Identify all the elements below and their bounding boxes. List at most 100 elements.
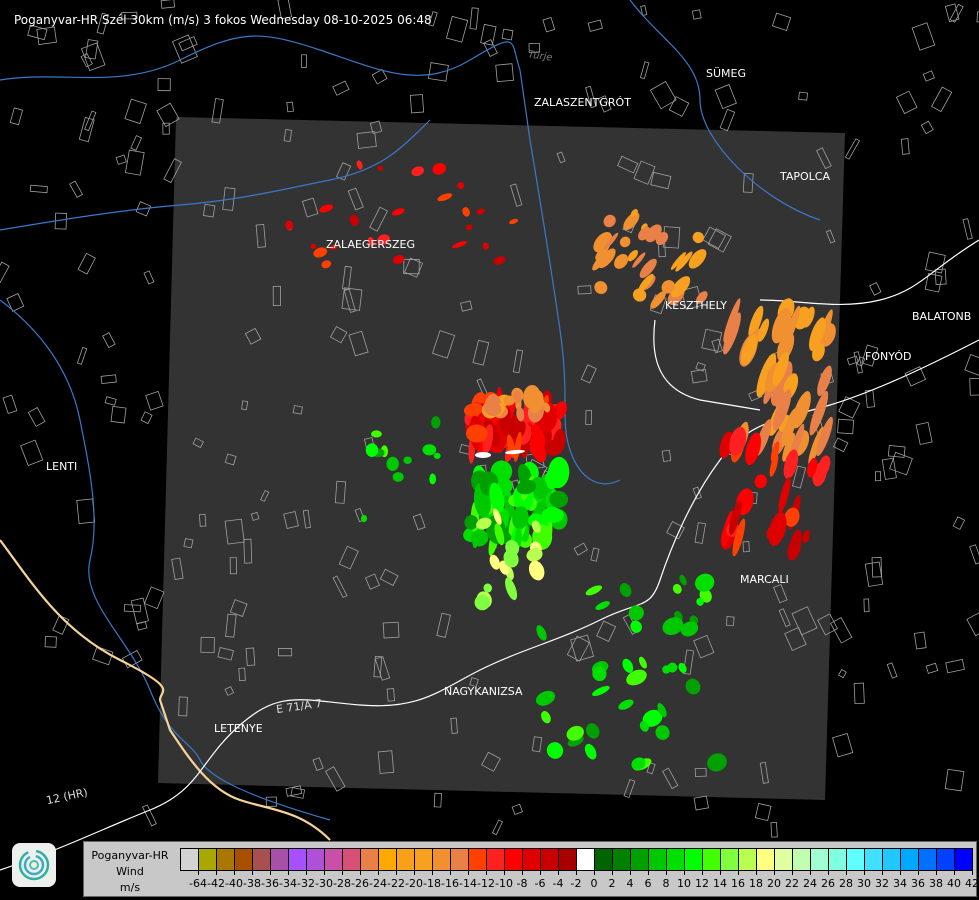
radar-echo [512,506,529,530]
legend-tick-label: -38 [243,877,261,890]
settlement-outline [817,613,839,636]
radar-echo [817,365,832,397]
radar-echo [494,523,505,546]
radar-echo [470,529,489,547]
settlement-outline [52,614,70,635]
settlement-outline [445,15,469,43]
radar-echo [493,256,506,265]
rivers [0,0,821,821]
settlement-outline [784,626,807,652]
radar-echo [707,753,727,772]
radar-echo [509,218,519,225]
radar-echo [628,605,644,621]
legend-swatch [955,849,972,870]
city-label: NAGYKANIZSA [444,685,523,698]
radar-echo [672,584,682,594]
legend-swatch [595,849,613,870]
settlement-outline [286,101,294,113]
legend-tick-label: 0 [590,877,598,890]
legend-tick-label: 20 [767,877,781,890]
settlement-outline [27,406,46,427]
settlement-outline [640,5,648,16]
settlement-outline [661,449,672,462]
radar-echo [783,449,799,479]
legend-swatch [541,849,559,870]
city-label: BALATONB [912,310,972,323]
settlement-outline [377,750,395,774]
legend-tick-label: -32 [297,877,315,890]
legend-tick-mark [360,870,361,875]
settlement-outline [163,158,182,184]
settlement-outline [580,364,597,384]
radar-echo [535,690,556,706]
settlement-outline [944,3,960,23]
radar-echo [679,574,687,586]
settlement-outline [491,819,504,836]
legend-swatch [739,849,757,870]
radar-echo [756,353,777,398]
radar-echo [781,407,799,447]
radar-echo [630,620,642,633]
legend-tick-mark [522,870,523,875]
legend-swatch [271,849,289,870]
settlement-outline [224,686,235,696]
settlement-outline [332,575,348,599]
city-label: ZALASZENTGRÓT [534,96,631,109]
settlement-outline [711,338,723,354]
settlement-outline [222,187,236,211]
settlement-outline [229,557,237,575]
radar-echo [476,517,492,530]
settlement-outline [682,649,695,675]
legend-swatches [180,848,973,871]
legend-tick-mark [198,870,199,875]
radar-echo [729,499,742,536]
settlement-outline [102,332,116,349]
legend-tick-label: -2 [570,877,582,890]
settlement-outline [692,486,702,500]
radar-echo [392,255,405,264]
settlement-outline [324,766,346,792]
radar-echo [493,508,502,525]
radar-echo [526,547,543,562]
radar-echo [463,403,484,417]
settlement-outline [874,471,882,482]
settlement-outline [244,327,262,345]
city-label: KESZTHELY [665,299,728,312]
settlement-outline [962,218,973,240]
settlement-outline [668,96,690,117]
legend-tick-label: -42 [207,877,225,890]
river-west [0,119,431,231]
settlement-outline [283,129,293,143]
radar-echo [769,453,779,477]
settlement-outline [528,43,541,53]
city-label: ZALAEGERSZEG [326,238,416,251]
settlement-outline [913,631,927,650]
legend-swatch [901,849,919,870]
settlement-outline [770,821,778,838]
radar-echo [680,621,699,637]
settlement-outline [865,389,875,408]
settlement-outline [590,547,600,562]
settlement-outline [432,330,456,359]
settlement-outline [945,658,965,674]
settlement-outline [217,646,234,661]
settlement-outline [92,646,114,666]
settlement-outline [245,647,256,666]
settlement-outline [403,258,420,275]
legend-tick-label: -40 [225,877,243,890]
legend-tick-mark [594,870,595,875]
radar-echo [626,669,647,686]
settlement-outline [292,405,303,415]
radar-echo [513,431,522,462]
radar-echo [457,182,465,189]
legend-tick-label: 42 [965,877,979,890]
radar-echo [627,249,638,262]
settlement-outline [428,11,438,27]
radar-echo [584,743,597,760]
settlement-outline [178,36,198,52]
legend-swatch [487,849,505,870]
river-zala [0,35,621,485]
legend-tick-mark [558,870,559,875]
radar-echo [365,443,379,457]
